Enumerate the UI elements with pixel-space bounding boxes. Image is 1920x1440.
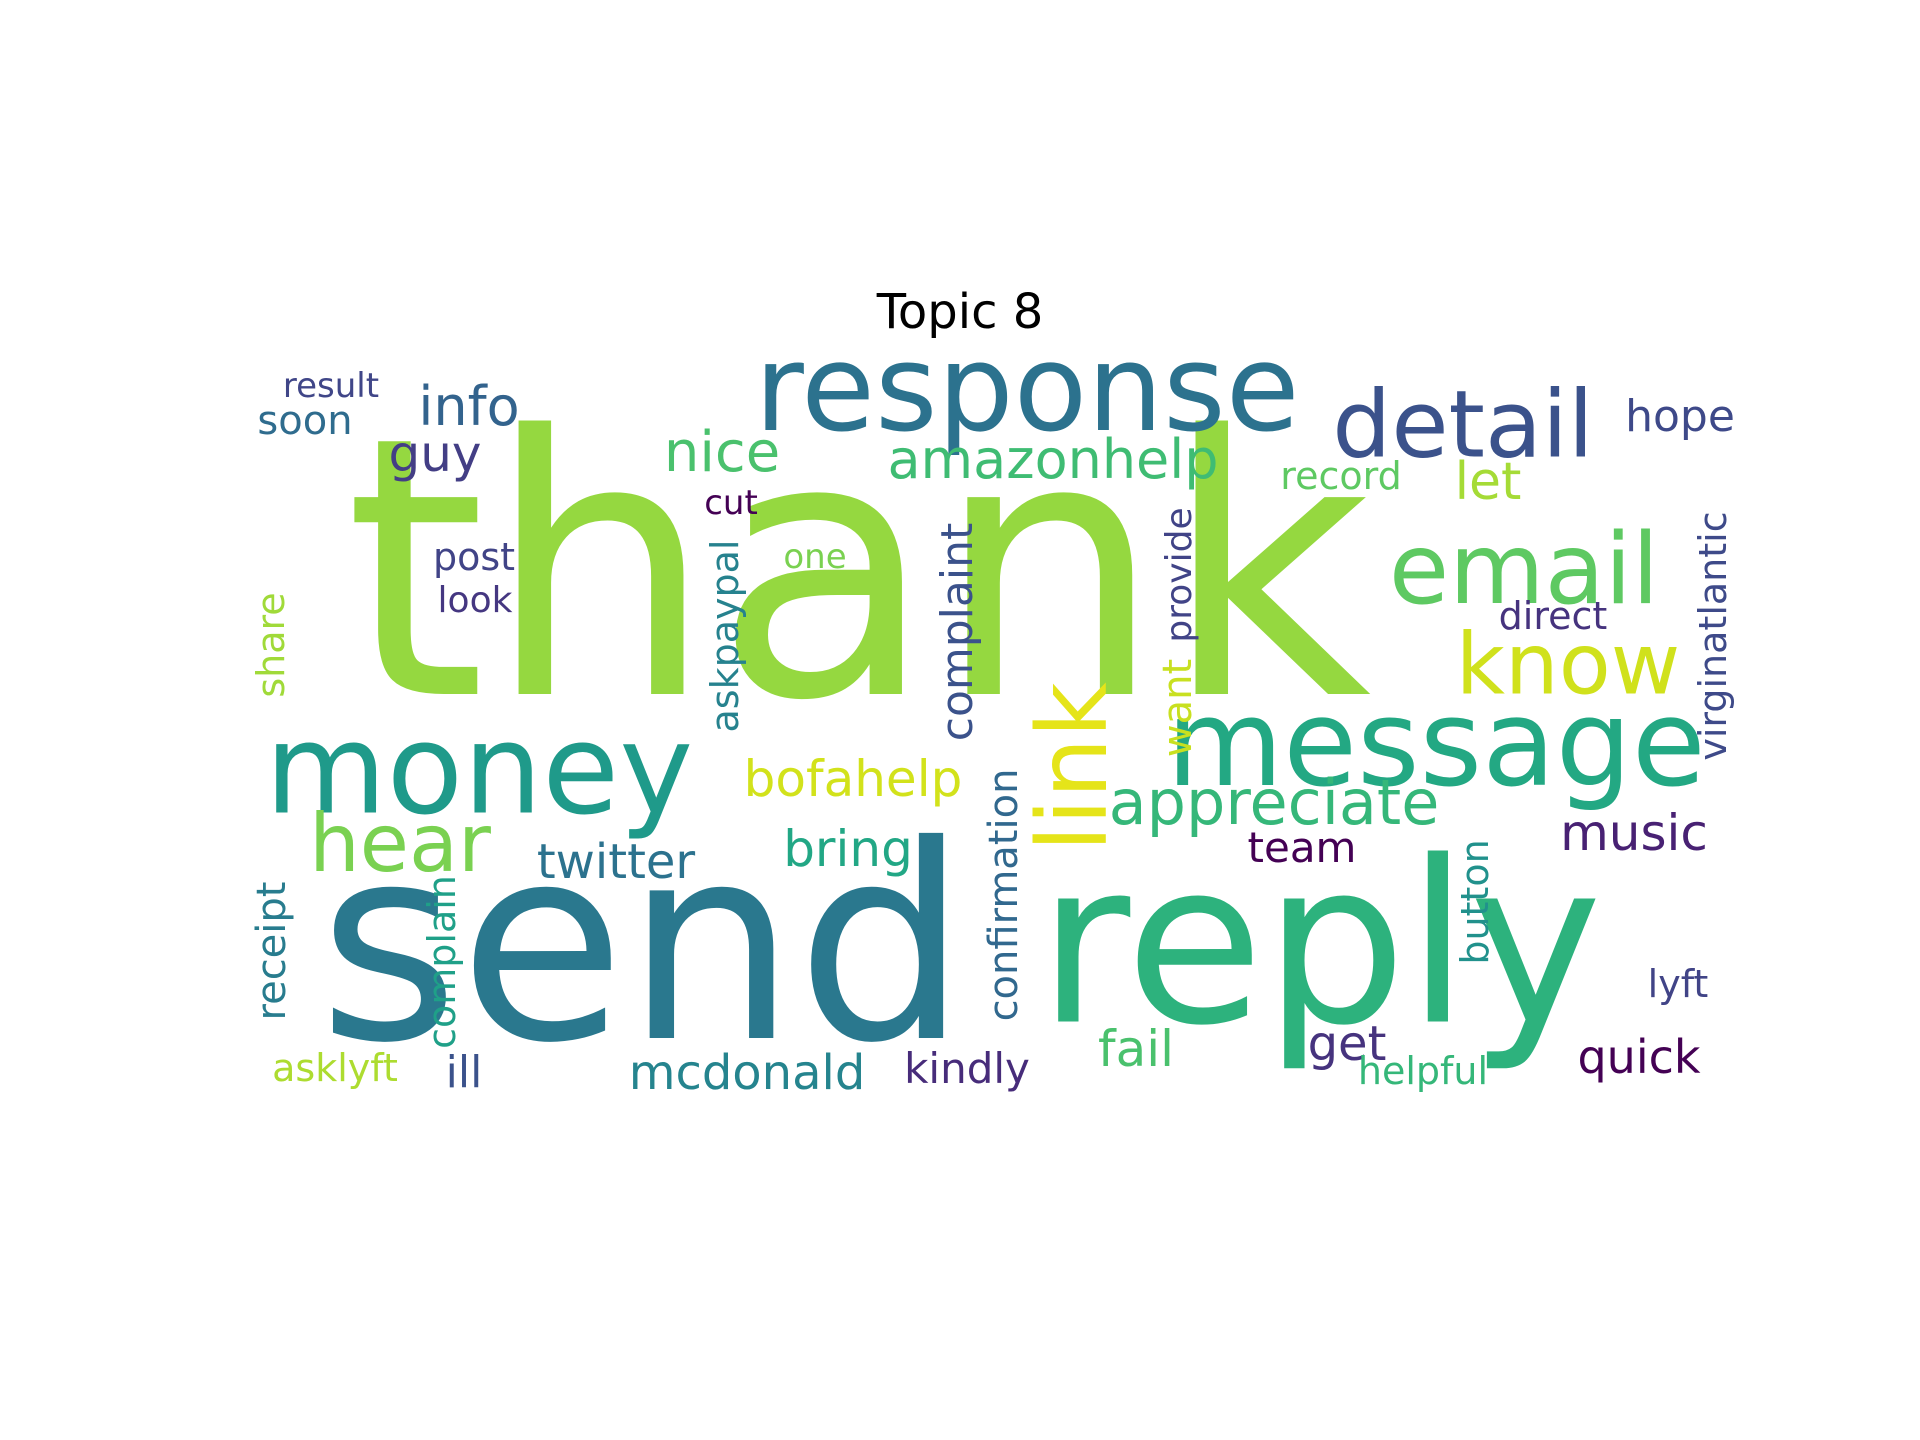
word-money: money [264,697,694,843]
word-appreciate: appreciate [1108,766,1440,839]
word-receipt: receipt [249,881,295,1021]
word-team: team [1247,823,1357,872]
word-mcdonald: mcdonald [628,1045,866,1101]
word-quick: quick [1577,1030,1701,1084]
word-get: get [1307,1016,1387,1072]
word-amazonhelp: amazonhelp [887,428,1219,491]
word-nice: nice [663,420,781,485]
word-lyft: lyft [1647,962,1709,1006]
word-reply: reply [1037,813,1603,1076]
word-link: link [1017,682,1129,852]
word-message: message [1166,675,1706,814]
word-button: button [1453,839,1497,965]
word-info: info [418,375,520,438]
word-record: record [1280,454,1402,498]
word-send: send [318,787,968,1102]
word-let: let [1454,452,1522,512]
word-twitter: twitter [536,834,696,890]
figure-title: Topic 8 [876,284,1044,340]
word-cut: cut [704,483,758,523]
word-asklyft: asklyft [272,1046,398,1090]
word-fail: fail [1097,1020,1175,1078]
word-virginatlantic: virginatlantic [1691,511,1735,761]
word-email: email [1388,513,1660,627]
word-post: post [432,535,516,579]
word-share: share [249,592,293,698]
word-askpaypal: askpaypal [703,539,747,733]
word-provide: provide [1159,507,1200,643]
word-know: know [1455,615,1681,715]
word-want: want [1155,658,1201,758]
word-result: result [282,366,380,406]
word-complain: complain [420,875,464,1049]
word-confirmation: confirmation [981,768,1027,1022]
word-direct: direct [1498,594,1608,638]
word-bofahelp: bofahelp [743,750,963,808]
word-thank: thank [344,360,1372,779]
word-bring: bring [783,820,913,878]
word-look: look [437,580,513,621]
word-detail: detail [1332,370,1594,479]
word-complaint: complaint [932,522,983,742]
word-response: response [754,320,1300,459]
word-guy: guy [388,425,482,483]
word-soon: soon [257,398,353,444]
word-one: one [783,537,847,577]
word-music: music [1560,804,1708,862]
word-hope: hope [1625,391,1735,442]
word-helpful: helpful [1357,1049,1489,1093]
word-kindly: kindly [904,1044,1030,1093]
word-ill: ill [445,1047,483,1098]
word-hear: hear [309,797,491,890]
